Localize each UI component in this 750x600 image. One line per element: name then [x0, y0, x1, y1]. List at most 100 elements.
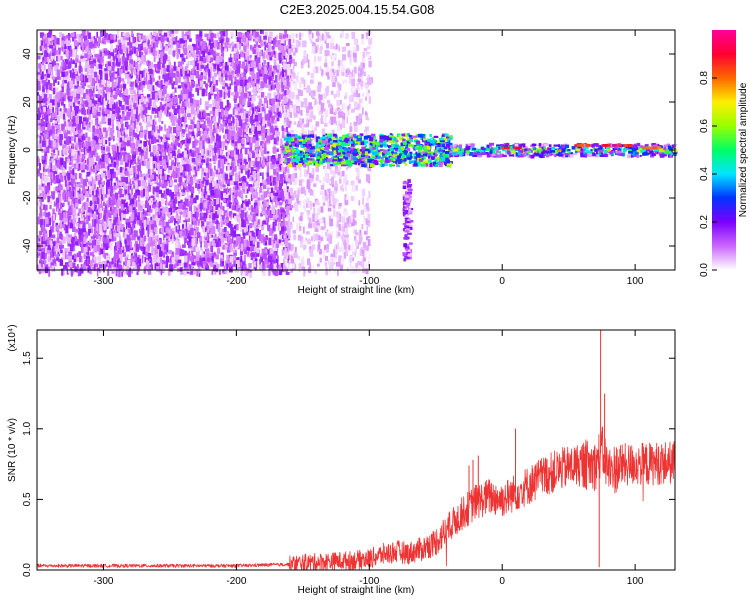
spectrogram-cell — [279, 230, 282, 235]
spectrogram-cell — [248, 60, 251, 67]
spectrogram-cell — [147, 205, 150, 211]
spectrogram-cell — [141, 153, 144, 159]
spectrogram-cell — [103, 180, 105, 186]
spectrogram-cell — [252, 83, 256, 88]
spectrogram-cell — [234, 35, 237, 40]
spectrogram-cell — [39, 230, 43, 236]
spectrogram-cell — [215, 79, 218, 86]
spectrogram-cell — [109, 59, 113, 66]
spectrogram-cell — [37, 157, 40, 166]
spectrogram-cell — [134, 243, 137, 250]
spectrogram-cell — [71, 136, 74, 141]
spectrogram-cell — [92, 200, 97, 205]
spectrogram-cell — [155, 203, 158, 208]
spectrogram-cell — [249, 240, 253, 246]
spectrogram-cell — [72, 118, 76, 126]
spectrogram-cell — [256, 34, 260, 42]
spectrogram-cell — [184, 199, 189, 206]
spectrogram-cell — [206, 158, 209, 165]
spectrogram-cell — [260, 49, 263, 57]
spectrogram-cell — [158, 157, 162, 165]
spectrogram-cell — [193, 134, 196, 139]
spectrogram-cell — [142, 44, 146, 51]
spectrogram-cell — [50, 99, 53, 104]
spectrogram-cell — [249, 222, 253, 229]
spectrogram-cell — [123, 214, 126, 218]
spectrogram-cell — [252, 150, 255, 154]
spectrogram-cell — [147, 185, 151, 192]
spectrogram-cell — [189, 113, 193, 121]
spectrogram-cell — [262, 220, 267, 225]
spectrogram-cell — [146, 161, 151, 169]
spectrogram-cell — [232, 61, 234, 69]
spectrogram-cell — [109, 163, 113, 167]
spectrogram-cell — [116, 126, 119, 131]
spectrogram-cell — [160, 66, 165, 75]
spectrogram-cell — [284, 69, 288, 77]
spectrogram-cell — [43, 64, 46, 71]
spectrogram-cell — [122, 209, 126, 214]
spectrogram-cell — [221, 244, 224, 250]
spectrogram-cell — [126, 129, 128, 134]
spectrogram-cell — [41, 236, 44, 245]
spectrogram-cell — [283, 223, 286, 232]
spectrogram-cell — [169, 168, 173, 174]
spectrogram-cell — [178, 206, 183, 214]
spectrogram-cell — [133, 47, 136, 54]
spectrogram-cell — [112, 62, 115, 66]
spectrogram-cell — [246, 30, 251, 34]
spectrogram-cell — [214, 138, 217, 143]
spectrogram-cell — [42, 57, 44, 62]
spectrogram-cell — [278, 192, 282, 197]
spectrogram-cell — [45, 212, 49, 219]
spectrogram-cell — [89, 241, 93, 247]
spectrogram-cell — [156, 182, 161, 186]
spectrogram-cell — [232, 189, 236, 193]
spectrogram-cell — [148, 141, 151, 145]
spectrogram-cell — [281, 94, 284, 100]
spectrogram-cell — [113, 135, 115, 142]
spectrogram-cell — [281, 233, 284, 239]
spectrogram-cell — [122, 32, 126, 37]
spectrogram-cell — [276, 180, 279, 186]
spectrogram-cell — [233, 53, 237, 61]
spectrogram-cell — [134, 147, 139, 155]
spectrogram-cell — [167, 31, 171, 38]
spectrogram-cell — [245, 231, 249, 236]
spectrogram-cell — [261, 100, 264, 105]
spectrogram-cell — [258, 44, 262, 48]
spectrogram-cell — [217, 263, 220, 269]
spectrogram-cell — [213, 165, 216, 171]
spectrogram-cell — [235, 147, 240, 156]
spectrogram-cell — [126, 94, 131, 99]
spectrogram-cell — [275, 249, 278, 256]
spectrogram-cell — [78, 71, 83, 75]
spectrogram-cell — [249, 151, 252, 158]
spectrogram-cell — [47, 256, 51, 263]
spectrogram-cell — [58, 161, 63, 170]
spectrogram-cell — [177, 134, 180, 141]
spectrogram-cell — [52, 245, 56, 251]
spectrogram-cell — [200, 183, 204, 187]
spectrogram-cell — [217, 135, 221, 143]
spectrogram-cell — [90, 200, 92, 207]
spectrogram-cell — [142, 249, 147, 255]
spectrogram-cell — [286, 49, 289, 54]
spectrogram-cell — [277, 89, 280, 95]
spectrogram-cell — [214, 155, 217, 161]
spectrogram-cell — [247, 45, 249, 50]
spectrogram-cell — [270, 40, 274, 44]
spectrogram-cell — [273, 190, 275, 196]
spectrogram-cell — [194, 222, 197, 230]
spectrogram-cell — [119, 166, 123, 173]
spectrogram-cell — [112, 63, 116, 67]
spectrogram-cell — [107, 153, 110, 160]
spectrogram-cell — [193, 268, 196, 275]
spectrogram-cell — [186, 191, 189, 198]
spectrogram-cell — [78, 227, 80, 235]
spectrogram-cell — [130, 119, 133, 127]
spectrogram-cell — [53, 36, 57, 44]
spectrogram-cell — [48, 240, 51, 247]
spectrogram-cell — [94, 65, 97, 74]
spectrogram-cell — [176, 55, 179, 60]
